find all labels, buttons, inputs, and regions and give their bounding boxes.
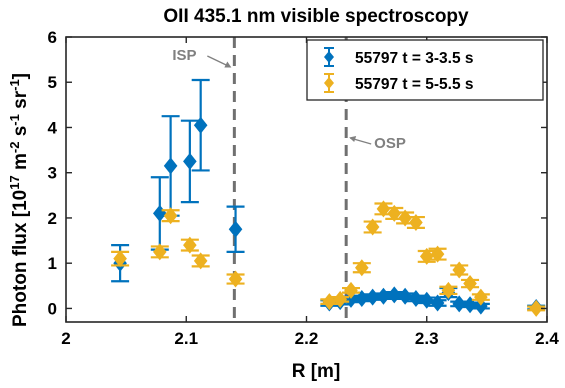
x-tick-label: 2 [61,329,70,348]
data-point [409,213,423,231]
data-point [376,200,391,218]
annotation-label-osp: OSP [374,135,406,152]
data-point [474,288,488,306]
data-point [163,157,178,175]
data-point [376,287,391,305]
x-axis-label: R [m] [292,361,341,382]
data-point [183,152,197,170]
y-tick-label: 0 [48,299,57,318]
data-point [344,290,358,308]
y-tick-label: 3 [48,164,57,183]
annotation-label-isp: ISP [172,47,196,64]
data-point [419,291,434,309]
data-point [183,236,197,254]
data-point [398,209,412,227]
chart-title: OII 435.1 nm visible spectroscopy [163,6,469,27]
data-point [163,207,178,225]
series-2 [111,200,546,317]
data-point [430,294,445,312]
data-point [355,259,369,277]
legend-entry: 55797 t = 3-3.5 s [355,50,474,67]
y-tick-label: 4 [48,118,58,137]
data-point [228,220,243,238]
legend-entry: 55797 t = 5-5.5 s [355,76,474,93]
legend: 55797 t = 3-3.5 s 55797 t = 5-5.5 s [306,39,544,101]
x-tick-label: 2.2 [295,329,319,348]
data-point [344,281,358,299]
data-point [409,289,423,307]
data-point [463,275,477,293]
legend-marker [324,47,334,67]
data-point [228,270,243,288]
x-tick-label: 2.4 [535,329,559,348]
y-tick-label: 2 [48,209,57,228]
data-point [193,116,208,134]
annotation-arrowhead-isp [224,61,232,68]
data-point [152,243,167,261]
data-point [152,204,167,222]
annotation-arrowhead-osp [349,136,357,142]
legend-marker [324,73,334,93]
data-point [333,290,347,308]
axes: 2 2.1 2.2 2.3 2.4 0 1 2 3 4 5 6 [48,28,560,348]
svg-text:Photon flux [1017 m-2 s-1 sr-1: Photon flux [1017 m-2 s-1 sr-1] [7,73,32,327]
y-tick-label: 5 [48,73,57,92]
data-point [365,218,380,236]
x-tick-label: 2.3 [415,329,439,348]
data-point [193,252,208,270]
data-marks [111,78,546,317]
data-point [529,299,543,317]
data-point [387,204,402,222]
data-point [441,281,456,299]
data-point [113,250,127,268]
data-point [452,261,467,279]
data-point [474,297,488,315]
y-tick-label: 1 [48,254,57,273]
y-axis-label: Photon flux [1017 m-2 s-1 sr-1] [7,73,32,327]
legend-box [306,39,544,101]
data-point [430,245,445,263]
y-tick-label: 6 [48,28,57,47]
x-tick-label: 2.1 [174,329,198,348]
